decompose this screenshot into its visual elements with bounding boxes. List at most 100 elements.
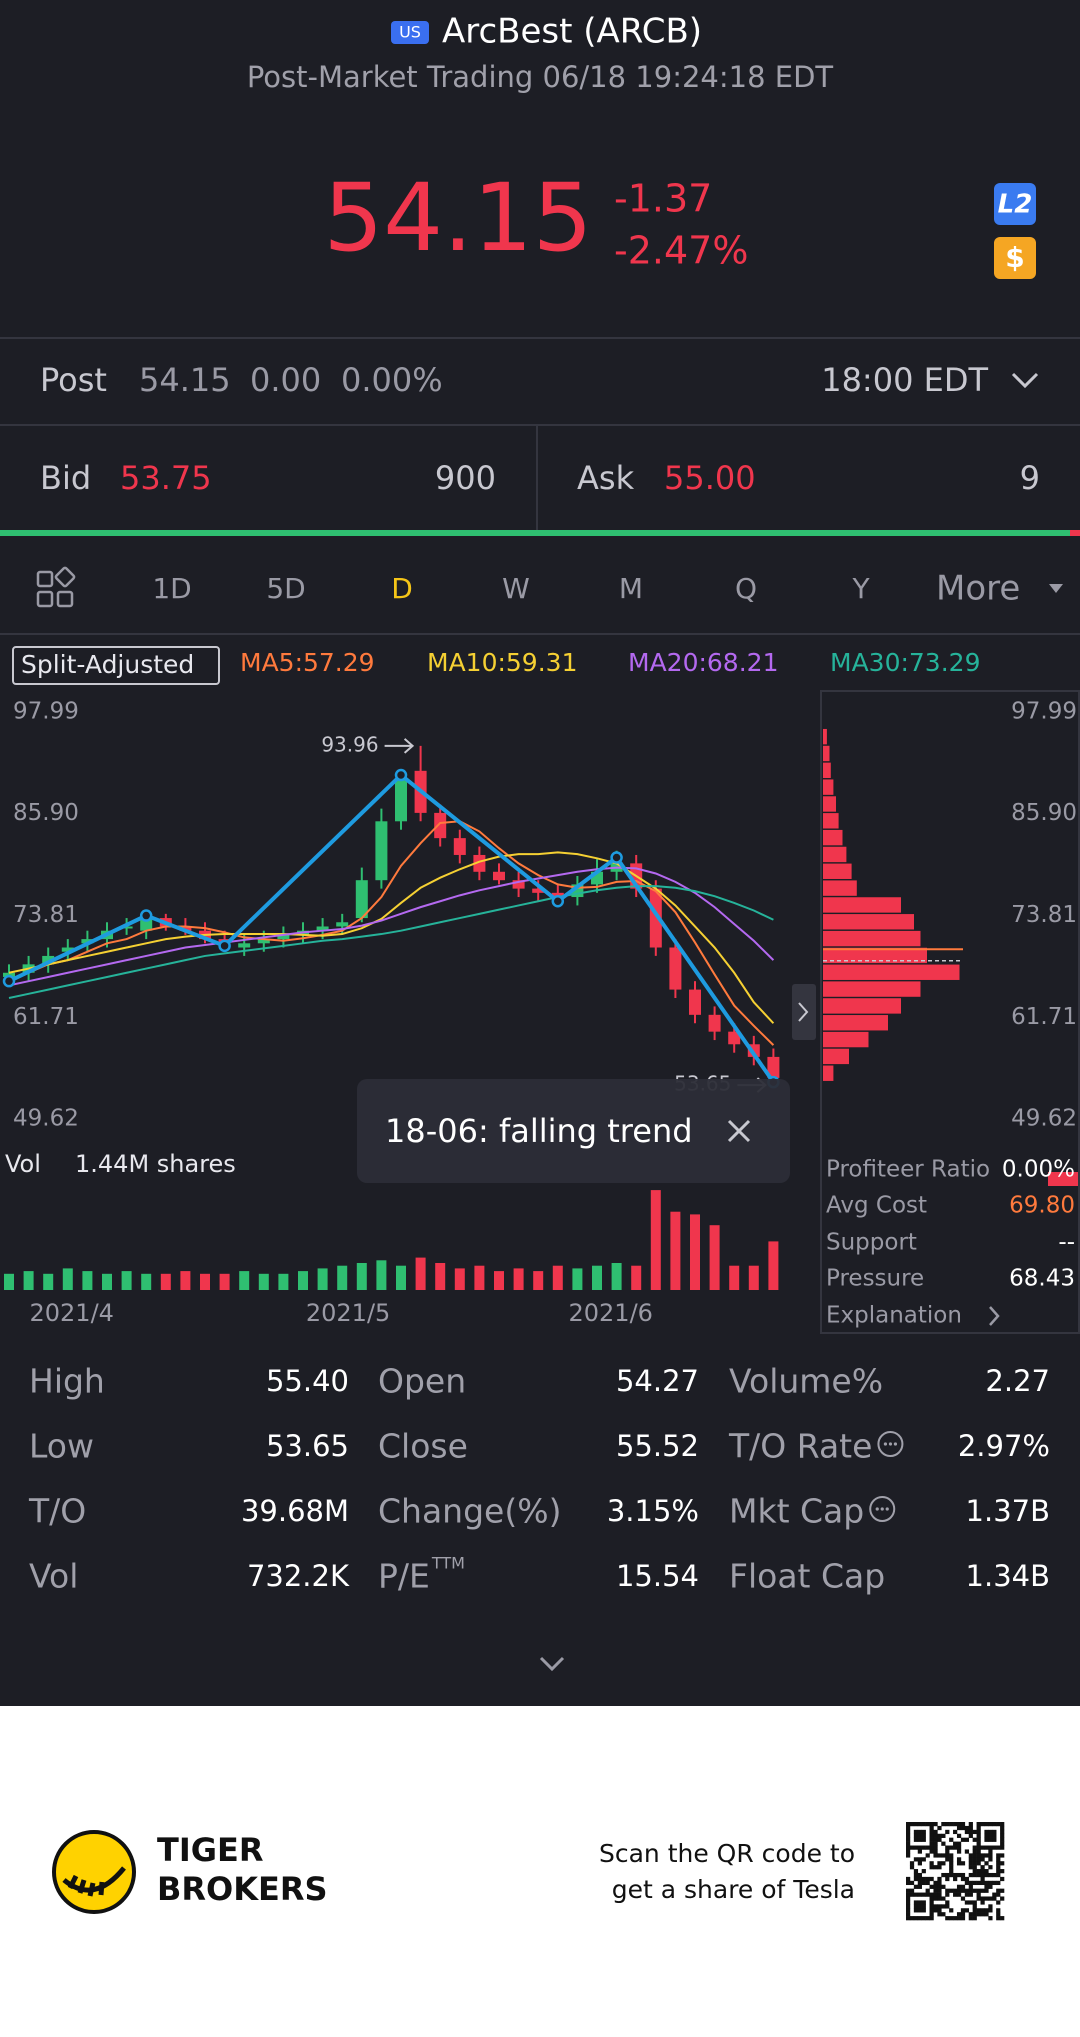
- ask-price: 55.00: [664, 459, 756, 497]
- qr-module: [929, 1884, 934, 1889]
- qr-module: [984, 1912, 989, 1917]
- l2-badge[interactable]: L2: [998, 190, 1033, 220]
- qr-module: [972, 1861, 977, 1866]
- qr-module: [933, 1845, 938, 1850]
- y-tick-label: 85.90: [13, 800, 79, 826]
- info-dot[interactable]: [888, 1442, 893, 1446]
- expand-icon[interactable]: [539, 1656, 565, 1672]
- qr-module: [953, 1822, 958, 1827]
- chip-bar: [823, 947, 927, 964]
- volume-bar: [141, 1273, 152, 1290]
- info-dot[interactable]: [893, 1442, 898, 1446]
- qr-module: [949, 1865, 954, 1870]
- dollar-badge[interactable]: $: [1005, 241, 1024, 274]
- info-dot[interactable]: [885, 1507, 889, 1511]
- post-time[interactable]: 18:00 EDT: [821, 361, 988, 399]
- stat-value: 1.37B: [966, 1494, 1050, 1528]
- dollar-badge-bg[interactable]: [994, 237, 1036, 279]
- qr-module: [941, 1841, 946, 1846]
- y-tick-label: 49.62: [1011, 1106, 1077, 1132]
- qr-module: [960, 1884, 966, 1889]
- qr-module: [917, 1916, 922, 1921]
- adjust-box[interactable]: [12, 646, 220, 685]
- panel-toggle-icon[interactable]: [798, 1002, 809, 1022]
- candle-body: [493, 871, 505, 881]
- stat-label: T/O Rate: [728, 1427, 872, 1466]
- qr-module: [925, 1916, 930, 1921]
- qr-module: [1000, 1888, 1005, 1893]
- qr-module: [937, 1880, 942, 1886]
- tab[interactable]: W: [502, 572, 530, 605]
- qr-module: [917, 1872, 922, 1878]
- qr-module: [953, 1872, 958, 1878]
- tab[interactable]: 1D: [152, 572, 191, 605]
- qr-module: [960, 1861, 966, 1866]
- qr-module: [953, 1916, 958, 1921]
- dropdown-icon[interactable]: [1011, 372, 1039, 389]
- chevron[interactable]: [989, 1306, 1000, 1326]
- qr-module: [988, 1845, 993, 1850]
- info-dot[interactable]: [880, 1507, 884, 1511]
- candle-body: [277, 934, 290, 940]
- qr-module: [937, 1888, 942, 1893]
- qr-module: [988, 1908, 993, 1913]
- candle-body: [120, 926, 133, 929]
- qr-module: [933, 1829, 938, 1835]
- layout-icon[interactable]: [36, 566, 76, 608]
- qr-module: [956, 1833, 962, 1838]
- qr-module: [913, 1869, 919, 1874]
- qr-module: [984, 1853, 989, 1858]
- qr-module: [933, 1884, 938, 1889]
- qr-module: [972, 1845, 977, 1850]
- qr-module: [937, 1853, 942, 1858]
- tab[interactable]: M: [619, 572, 643, 605]
- info-dot[interactable]: [883, 1442, 888, 1446]
- tab[interactable]: More: [936, 569, 1020, 609]
- tab-dropdown[interactable]: [1049, 584, 1063, 593]
- qr-module: [980, 1872, 985, 1878]
- chip-bar: [823, 1048, 849, 1065]
- signal-text[interactable]: 18-06: falling trend: [385, 1112, 693, 1150]
- qr-module: [976, 1896, 981, 1901]
- l2-badge-bg[interactable]: [994, 183, 1036, 225]
- signal-popup[interactable]: [357, 1079, 790, 1183]
- chip-stat-label[interactable]: Explanation: [826, 1303, 962, 1329]
- close-icon[interactable]: [727, 1119, 751, 1143]
- qr-module: [984, 1833, 989, 1838]
- stat-label: Float Cap: [729, 1557, 885, 1596]
- tab[interactable]: Q: [735, 572, 757, 605]
- qr-module: [960, 1822, 966, 1827]
- qr-module: [917, 1837, 922, 1842]
- info-dot[interactable]: [875, 1507, 879, 1511]
- qr-module: [949, 1857, 954, 1862]
- qr-module: [906, 1829, 911, 1835]
- trend-point: [2, 974, 16, 988]
- info-icon[interactable]: [869, 1496, 896, 1522]
- qr-module: [933, 1904, 938, 1909]
- tab[interactable]: D: [391, 572, 413, 605]
- adjust-label[interactable]: Split-Adjusted: [21, 650, 194, 679]
- volume-bar: [337, 1265, 348, 1290]
- promo-text: get a share of Tesla: [612, 1875, 855, 1904]
- volume-bar: [631, 1265, 642, 1290]
- stat-label: Volume%: [729, 1362, 883, 1401]
- qr-module: [929, 1916, 934, 1921]
- ratio-bar: [1048, 1172, 1078, 1186]
- qr-module: [929, 1900, 934, 1905]
- panel-toggle[interactable]: [792, 984, 816, 1040]
- volume-bar: [415, 1257, 426, 1290]
- stat-label: Change(%): [378, 1492, 561, 1531]
- qr-module: [968, 1892, 973, 1897]
- volume-bar: [768, 1241, 779, 1290]
- qr-module: [960, 1872, 966, 1878]
- qr-module: [925, 1822, 930, 1827]
- tab[interactable]: Y: [851, 572, 870, 605]
- chip-bar: [823, 846, 847, 863]
- tab[interactable]: 5D: [266, 572, 305, 605]
- qr-module: [968, 1822, 973, 1827]
- info-icon[interactable]: [877, 1431, 904, 1457]
- candle-body: [453, 838, 466, 855]
- qr-module: [996, 1869, 1001, 1874]
- candle-body: [767, 1056, 780, 1078]
- stats-grid: High 55.40 Open 54.27 Volume% 2.27 Low 53.65 Clo…: [28, 1362, 1050, 1596]
